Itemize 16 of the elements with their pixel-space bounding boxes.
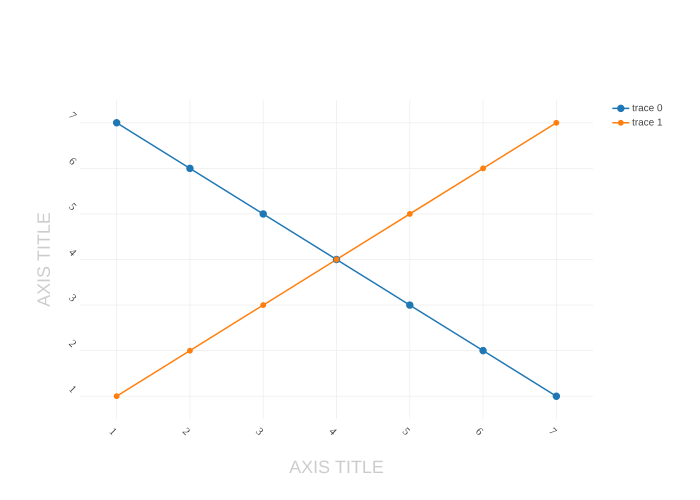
x-tick-label: 6 xyxy=(476,428,484,435)
x-tick-label: 5 xyxy=(402,427,410,435)
x-tick-label: 2 xyxy=(182,428,190,436)
y-tick-label: 7 xyxy=(69,112,77,118)
x-tick-label: 1 xyxy=(109,428,116,436)
y-tick-label: 4 xyxy=(70,250,76,256)
legend-label: trace 1 xyxy=(632,118,662,126)
y-tick-label: 1 xyxy=(68,386,76,393)
legend-label: trace 0 xyxy=(632,104,662,112)
x-tick-label: 3 xyxy=(256,428,264,435)
y-tick-label: 2 xyxy=(68,340,76,348)
x-tick-label: 4 xyxy=(330,429,337,435)
y-tick-label: 6 xyxy=(70,158,77,165)
x-tick-label: 7 xyxy=(549,427,558,434)
y-tick-label: 3 xyxy=(68,294,76,302)
y-tick-label: 5 xyxy=(68,202,77,210)
